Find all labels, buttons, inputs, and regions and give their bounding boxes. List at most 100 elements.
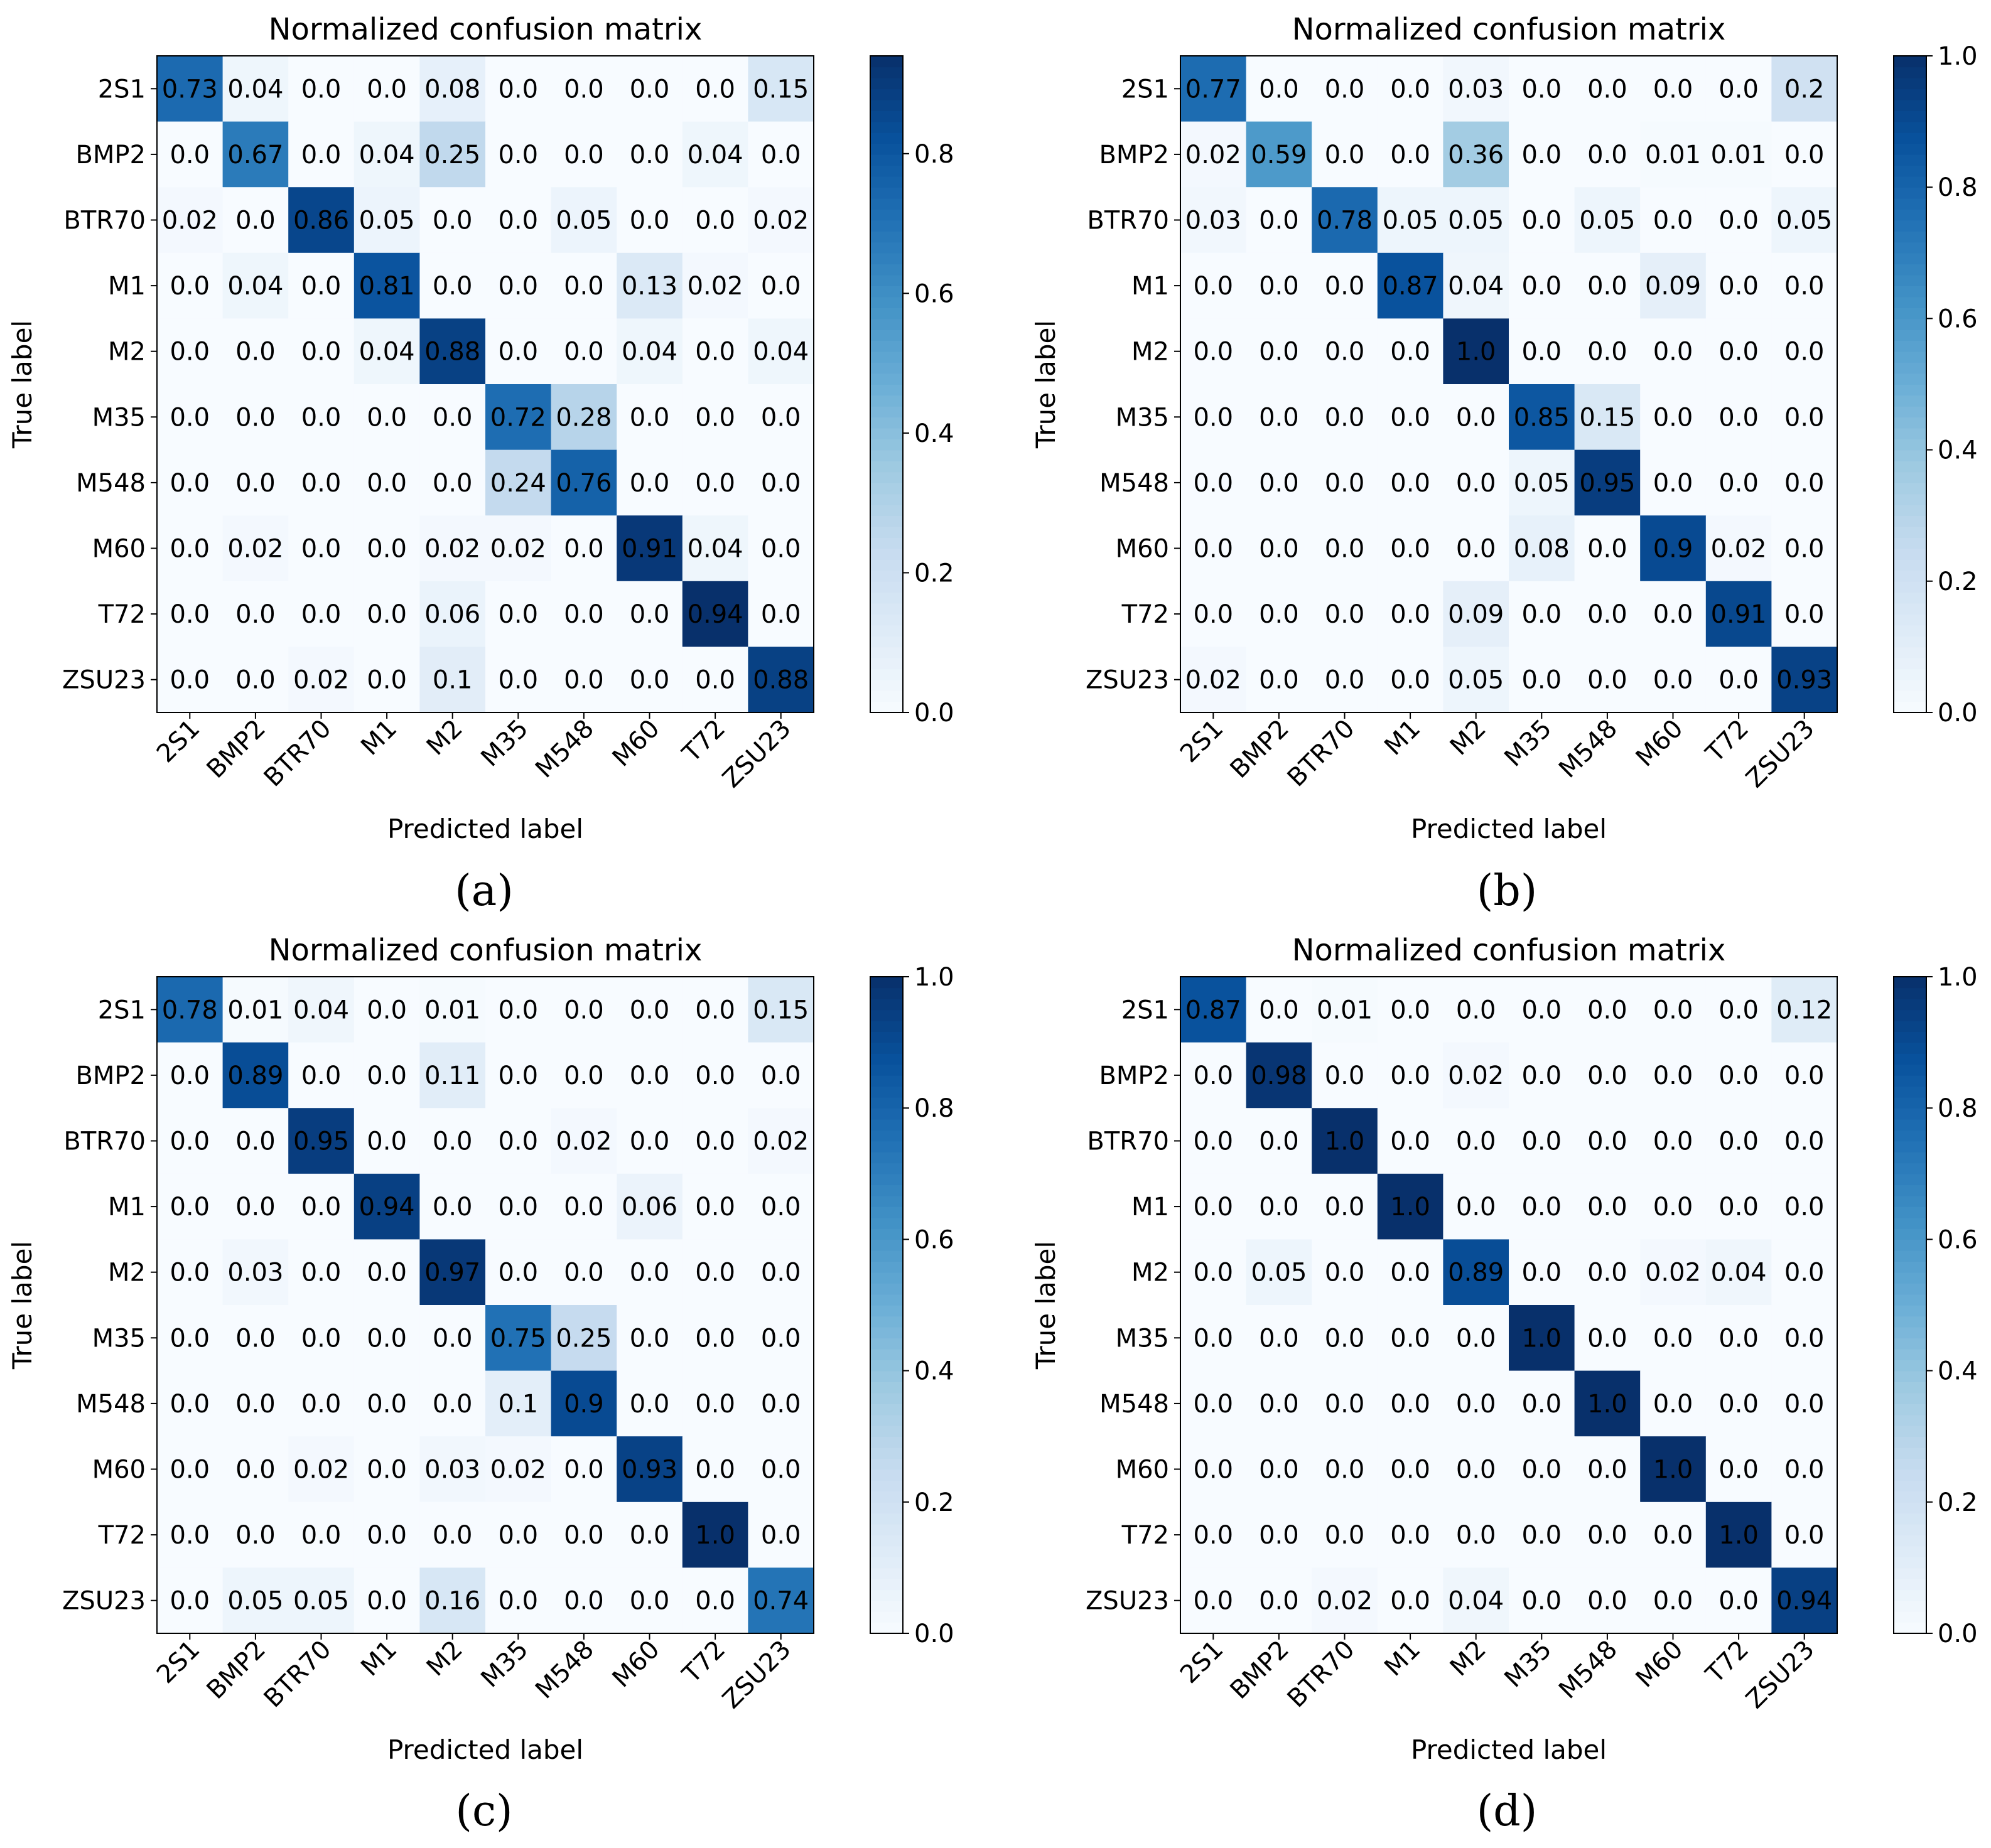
cell-value-label: 0.0 — [695, 1587, 735, 1616]
cell-value-label: 0.0 — [695, 469, 735, 498]
heatmap-cell — [157, 515, 224, 582]
heatmap-cell — [288, 1108, 355, 1174]
colorbar-segment — [870, 647, 903, 658]
colorbar-segment — [1894, 657, 1926, 670]
cell-value-label: 0.0 — [564, 75, 604, 104]
heatmap-cell — [157, 1239, 224, 1306]
colorbar-segment — [1894, 395, 1926, 407]
colorbar-segment — [870, 252, 903, 265]
colorbar-segment — [870, 99, 903, 111]
cell-value-label: 0.0 — [1784, 1390, 1825, 1419]
cell-value-label: 0.0 — [1784, 1127, 1825, 1156]
colorbar-segment — [870, 1502, 903, 1514]
colorbar-tick-label: 0.4 — [914, 1357, 954, 1386]
cell-value-label: 0.0 — [1193, 1259, 1233, 1287]
colorbar-segment — [870, 1370, 903, 1382]
heatmap-cell — [222, 1305, 289, 1372]
cell-value-label: 0.87 — [1185, 996, 1241, 1024]
cell-value-label: 0.25 — [424, 141, 480, 169]
heatmap-cell — [1640, 647, 1707, 713]
colorbar-segment — [870, 1042, 903, 1054]
colorbar-segment — [1894, 635, 1926, 648]
cell-value-label: 0.0 — [498, 996, 538, 1024]
heatmap-cell — [288, 318, 355, 385]
cell-value-label: 0.0 — [1259, 469, 1299, 498]
cell-value-label: 0.0 — [235, 1390, 276, 1419]
heatmap-cell — [222, 449, 289, 516]
cell-value-label: 0.88 — [753, 666, 809, 695]
cell-value-label: 0.0 — [301, 469, 342, 498]
x-tick-label: M35 — [475, 1635, 534, 1694]
colorbar-segment — [870, 1458, 903, 1470]
cell-value-label: 0.04 — [359, 141, 415, 169]
heatmap-cell — [222, 318, 289, 385]
colorbar-segment — [870, 1250, 903, 1262]
y-tick-label: M35 — [92, 1324, 146, 1353]
colorbar-segment — [870, 340, 903, 352]
cell-value-label: 0.0 — [235, 338, 276, 367]
cell-value-label: 0.01 — [227, 996, 283, 1024]
cell-value-label: 0.0 — [1456, 403, 1496, 432]
cell-value-label: 0.0 — [498, 1193, 538, 1222]
cell-value-label: 0.0 — [1325, 535, 1365, 564]
colorbar-segment — [870, 449, 903, 461]
colorbar-segment — [1894, 187, 1926, 199]
heatmap-cell — [1180, 252, 1247, 319]
cell-value-label: 0.0 — [695, 1324, 735, 1353]
heatmap-cell — [353, 318, 420, 385]
heatmap-cell — [1509, 1108, 1575, 1174]
x-axis-label: Predicted label — [387, 814, 583, 844]
colorbar-segment — [1894, 1578, 1926, 1591]
cell-value-label: 0.0 — [433, 1127, 473, 1156]
heatmap-cell — [1180, 647, 1247, 713]
cell-value-label: 0.0 — [1521, 1061, 1562, 1090]
cell-value-label: 0.0 — [695, 338, 735, 367]
heatmap-cell — [353, 1042, 420, 1109]
cell-value-label: 0.0 — [301, 141, 342, 169]
cell-value-label: 0.0 — [1587, 1193, 1627, 1222]
cell-value-label: 0.0 — [1325, 1521, 1365, 1550]
heatmap-cell — [419, 252, 486, 319]
heatmap-cell — [1312, 581, 1378, 647]
colorbar-segment — [1894, 1436, 1926, 1448]
cell-value-label: 0.78 — [162, 996, 218, 1024]
heatmap-cell — [1574, 977, 1641, 1043]
heatmap-cell — [1180, 1042, 1247, 1109]
heatmap-cell — [419, 1436, 486, 1503]
heatmap-cell — [748, 515, 814, 582]
x-tick-label: 2S1 — [151, 1635, 205, 1689]
cell-value-label: 0.0 — [367, 600, 407, 629]
x-tick-label: BTR70 — [1282, 1635, 1361, 1714]
cell-value-label: 0.0 — [695, 1061, 735, 1090]
heatmap-cell — [1443, 515, 1509, 582]
colorbar-segment — [1894, 1185, 1926, 1196]
cell-value-label: 0.0 — [761, 600, 801, 629]
colorbar-segment — [1894, 1370, 1926, 1382]
y-tick-label: T72 — [1121, 1521, 1169, 1550]
heatmap-cell — [748, 1502, 814, 1568]
heatmap-cell — [1640, 581, 1707, 647]
cell-value-label: 0.0 — [1719, 1061, 1759, 1090]
colorbar-tick-label: 0.0 — [914, 699, 954, 728]
cell-value-label: 0.02 — [1185, 666, 1241, 695]
heatmap-cell — [551, 384, 617, 451]
x-axis-label: Predicted label — [1411, 814, 1607, 844]
confusion-matrix-panel-1: Normalized confusion matrix 0.73 0.04 0.0 0.… — [7, 12, 954, 844]
cell-value-label: 0.0 — [1456, 535, 1496, 564]
colorbar-segment — [870, 1360, 903, 1372]
heatmap-cell — [682, 647, 748, 713]
cell-value-label: 0.0 — [1259, 338, 1299, 367]
heatmap-cell — [682, 977, 748, 1043]
colorbar-tick-label: 0.6 — [914, 279, 954, 308]
cell-value-label: 0.02 — [1711, 535, 1767, 564]
colorbar-segment — [1894, 679, 1926, 691]
colorbar-segment — [1894, 998, 1926, 1011]
cell-value-label: 0.0 — [761, 1259, 801, 1287]
x-tick-label: T72 — [1700, 714, 1755, 769]
cell-value-label: 0.0 — [761, 1324, 801, 1353]
heatmap-cell — [419, 1567, 486, 1634]
cell-value-label: 1.0 — [1587, 1390, 1627, 1419]
cell-value-label: 0.0 — [1653, 469, 1693, 498]
heatmap-cell — [1771, 1502, 1838, 1568]
y-tick-label: 2S1 — [98, 996, 146, 1024]
